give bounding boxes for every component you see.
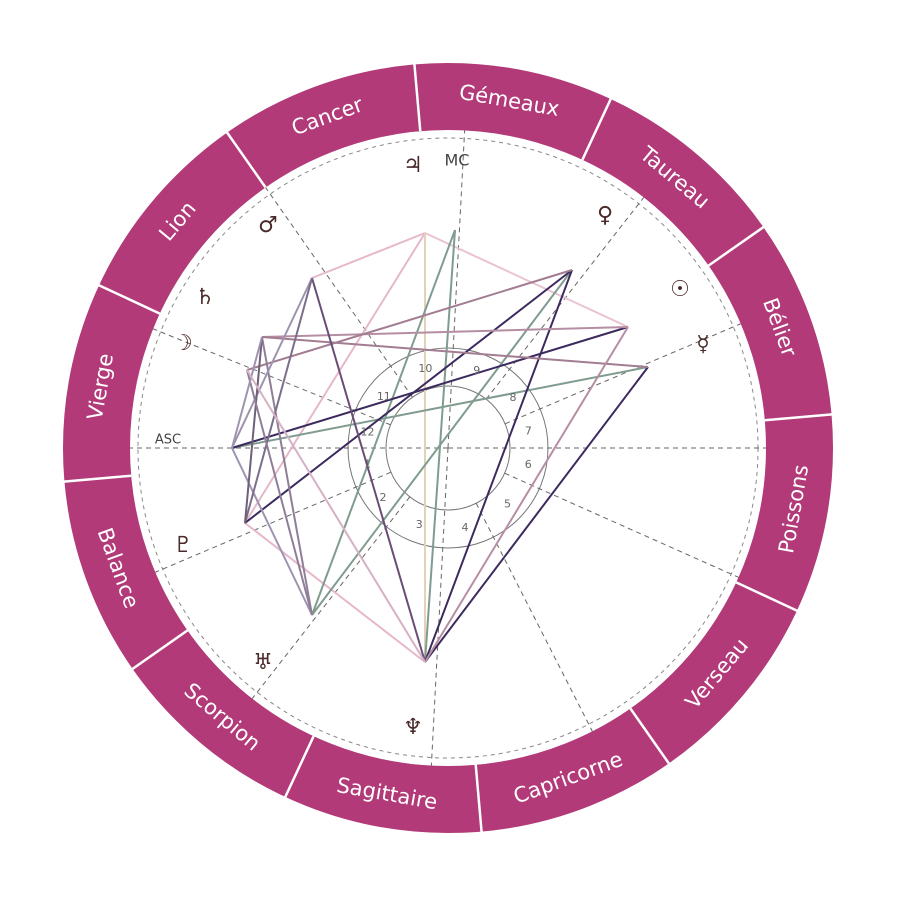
house-number: 11 bbox=[377, 390, 391, 403]
sign-divider bbox=[283, 735, 315, 800]
sign-divider bbox=[130, 629, 189, 671]
sign-divider bbox=[581, 96, 613, 161]
house-number: 7 bbox=[525, 425, 532, 438]
house-number: 6 bbox=[525, 458, 532, 471]
house-number: 8 bbox=[510, 391, 517, 404]
house-number: 4 bbox=[462, 521, 469, 534]
planet-glyph: ♅ bbox=[253, 650, 273, 675]
sign-divider bbox=[474, 764, 483, 834]
house-number: 12 bbox=[361, 425, 375, 438]
asc-label: ASC bbox=[155, 433, 181, 448]
house-number: 3 bbox=[416, 518, 423, 531]
mc-label: MC bbox=[445, 151, 470, 170]
planet-glyph: ♃ bbox=[403, 153, 423, 178]
sign-divider bbox=[96, 283, 161, 315]
sign-divider bbox=[62, 474, 132, 483]
sign-divider bbox=[413, 62, 422, 132]
planet-glyph: ☉ bbox=[670, 277, 690, 302]
ring-bg bbox=[63, 63, 833, 833]
house-cusp bbox=[155, 471, 392, 573]
house-number: 5 bbox=[504, 497, 511, 510]
planet-glyph: ♄ bbox=[195, 285, 215, 310]
sign-divider bbox=[629, 707, 671, 766]
house-cusp bbox=[265, 187, 413, 398]
planet-glyph: ♇ bbox=[173, 533, 193, 558]
planet-glyph: ♂ bbox=[258, 213, 278, 238]
house-cusp bbox=[251, 496, 411, 699]
house-number: 10 bbox=[418, 362, 432, 375]
planet-glyph: ☿ bbox=[696, 332, 710, 357]
house-cusp bbox=[504, 472, 739, 578]
sign-ring bbox=[62, 62, 834, 834]
house-cusp bbox=[504, 323, 741, 425]
house-cusp bbox=[475, 503, 593, 732]
planet-glyph: ☽ bbox=[173, 331, 193, 356]
house-number: 1 bbox=[364, 457, 371, 470]
sign-divider bbox=[735, 581, 800, 613]
sign-divider bbox=[707, 225, 766, 267]
house-cusp bbox=[152, 328, 391, 426]
house-number: 9 bbox=[473, 364, 480, 377]
sign-divider bbox=[225, 130, 267, 189]
planet-glyph: ♆ bbox=[403, 715, 423, 740]
house-cusps bbox=[130, 130, 766, 766]
planet-glyph: ♀ bbox=[597, 203, 613, 228]
inner-circle bbox=[385, 385, 511, 511]
aspect-lines bbox=[230, 229, 649, 663]
house-cusp bbox=[447, 130, 466, 449]
house-cusp bbox=[430, 447, 449, 766]
sign-divider bbox=[764, 413, 834, 422]
house-number: 2 bbox=[379, 491, 386, 504]
